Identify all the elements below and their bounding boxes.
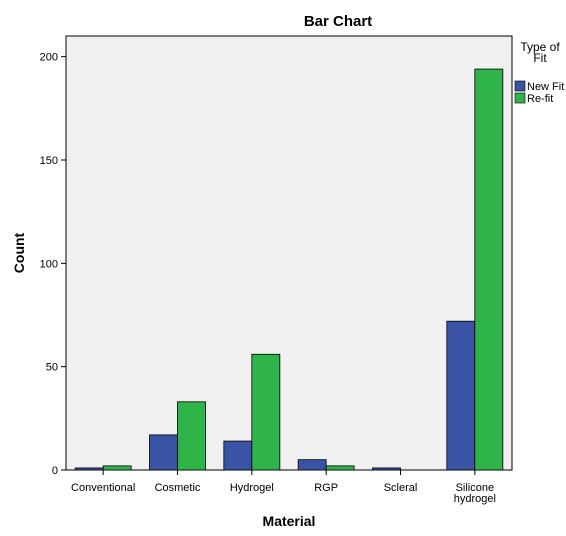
x-tick-label: Conventional — [71, 482, 135, 494]
bar-re-fit-2 — [251, 353, 281, 471]
legend-swatch-re-fit — [514, 92, 526, 104]
x-tick-label: Scleral — [384, 482, 418, 494]
y-tick-label: 150 — [40, 155, 58, 167]
bar-new-fit-5 — [446, 320, 476, 471]
x-axis-label: Material — [263, 513, 316, 529]
bar-new-fit-2 — [223, 440, 253, 471]
chart-title: Bar Chart — [304, 13, 372, 30]
bar-re-fit-3 — [325, 465, 355, 471]
y-axis-label: Count — [11, 232, 27, 273]
x-tick-label: RGP — [314, 482, 338, 494]
bar-re-fit-5 — [474, 68, 504, 471]
y-tick-label: 0 — [52, 465, 58, 477]
legend-title: Type of — [520, 40, 560, 54]
bar-re-fit-0 — [102, 465, 132, 471]
legend-swatch-new-fit — [514, 80, 526, 92]
x-tick-label: Cosmetic — [155, 482, 201, 494]
x-tick-label: Hydrogel — [230, 482, 274, 494]
legend-label: Re-fit — [527, 93, 553, 105]
bars-layer — [74, 68, 504, 471]
bar-new-fit-4 — [372, 467, 401, 471]
bar-new-fit-1 — [149, 434, 178, 471]
plot-area — [65, 35, 513, 471]
bar-new-fit-3 — [297, 459, 327, 471]
legend-title: Fit — [533, 51, 547, 65]
axes-layer: 0 50 100 150 200 Conventional Cosmetic Hydrogel… — [40, 52, 496, 505]
bar-re-fit-1 — [177, 401, 206, 471]
bar-new-fit-0 — [74, 467, 104, 471]
y-tick-label: 200 — [40, 52, 58, 64]
y-tick-label: 50 — [46, 362, 58, 374]
y-tick-label: 100 — [40, 258, 58, 270]
legend-label: New Fit — [527, 81, 564, 93]
x-tick-label: Silicone — [456, 482, 495, 494]
x-tick-label: hydrogel — [454, 493, 496, 505]
